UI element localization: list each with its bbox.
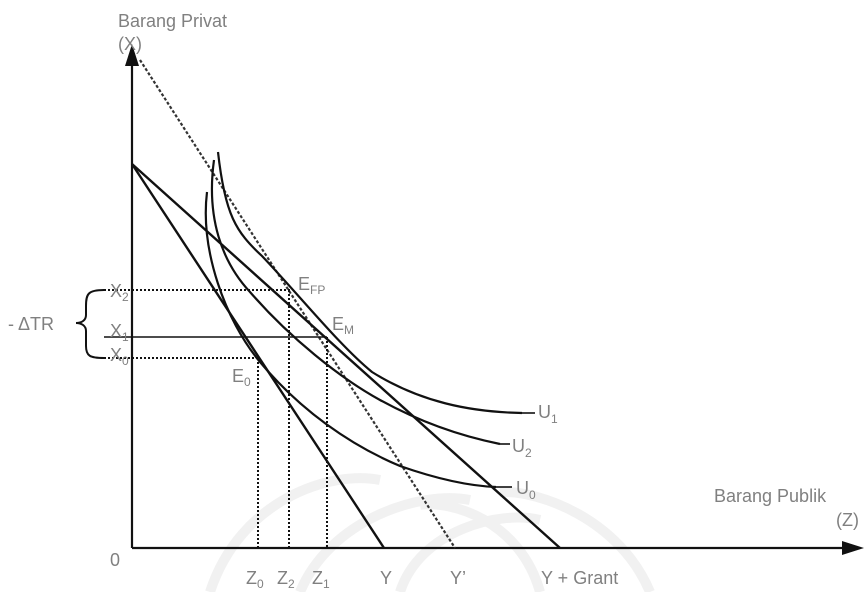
curve-u0 [204, 191, 497, 489]
budget-line-y [130, 163, 386, 549]
x-axis-label-line1: Barang Publik [714, 486, 827, 506]
tick-y-grant: Y + Grant [541, 568, 618, 588]
delta-tr-label: - ΔTR [8, 314, 54, 334]
tick-y: Y [380, 568, 392, 588]
y-axis-label-line2: (X) [118, 34, 142, 54]
tick-x0: X0 [110, 345, 129, 368]
budget-lines [130, 59, 561, 549]
curve-u2 [210, 159, 501, 446]
watermark [205, 473, 655, 592]
tick-z2: Z2 [277, 568, 295, 591]
budget-line-y-grant [131, 163, 561, 549]
guide-lines [104, 289, 328, 548]
point-e0: E0 [232, 366, 251, 389]
point-em: EM [332, 314, 354, 337]
label-u0: U0 [516, 478, 536, 502]
label-u1: U1 [538, 402, 558, 426]
point-efp: EFP [298, 274, 325, 297]
delta-tr-bracket [75, 289, 105, 359]
curve-u1 [216, 151, 523, 415]
tick-x2: X2 [110, 281, 129, 304]
tick-z1: Z1 [312, 568, 330, 591]
tick-x1: X1 [110, 321, 129, 344]
origin-label: 0 [110, 550, 120, 570]
tick-y-prime: Y’ [450, 568, 466, 588]
x-axis-label-line2: (Z) [836, 510, 859, 530]
indifference-curves [204, 151, 523, 489]
y-axis-arrow [125, 44, 139, 66]
label-u2: U2 [512, 436, 532, 460]
tick-z0: Z0 [246, 568, 264, 591]
budget-line-y-prime [139, 59, 456, 549]
y-axis-label-line1: Barang Privat [118, 11, 227, 31]
x-axis-arrow [842, 541, 864, 555]
axes [125, 44, 864, 555]
